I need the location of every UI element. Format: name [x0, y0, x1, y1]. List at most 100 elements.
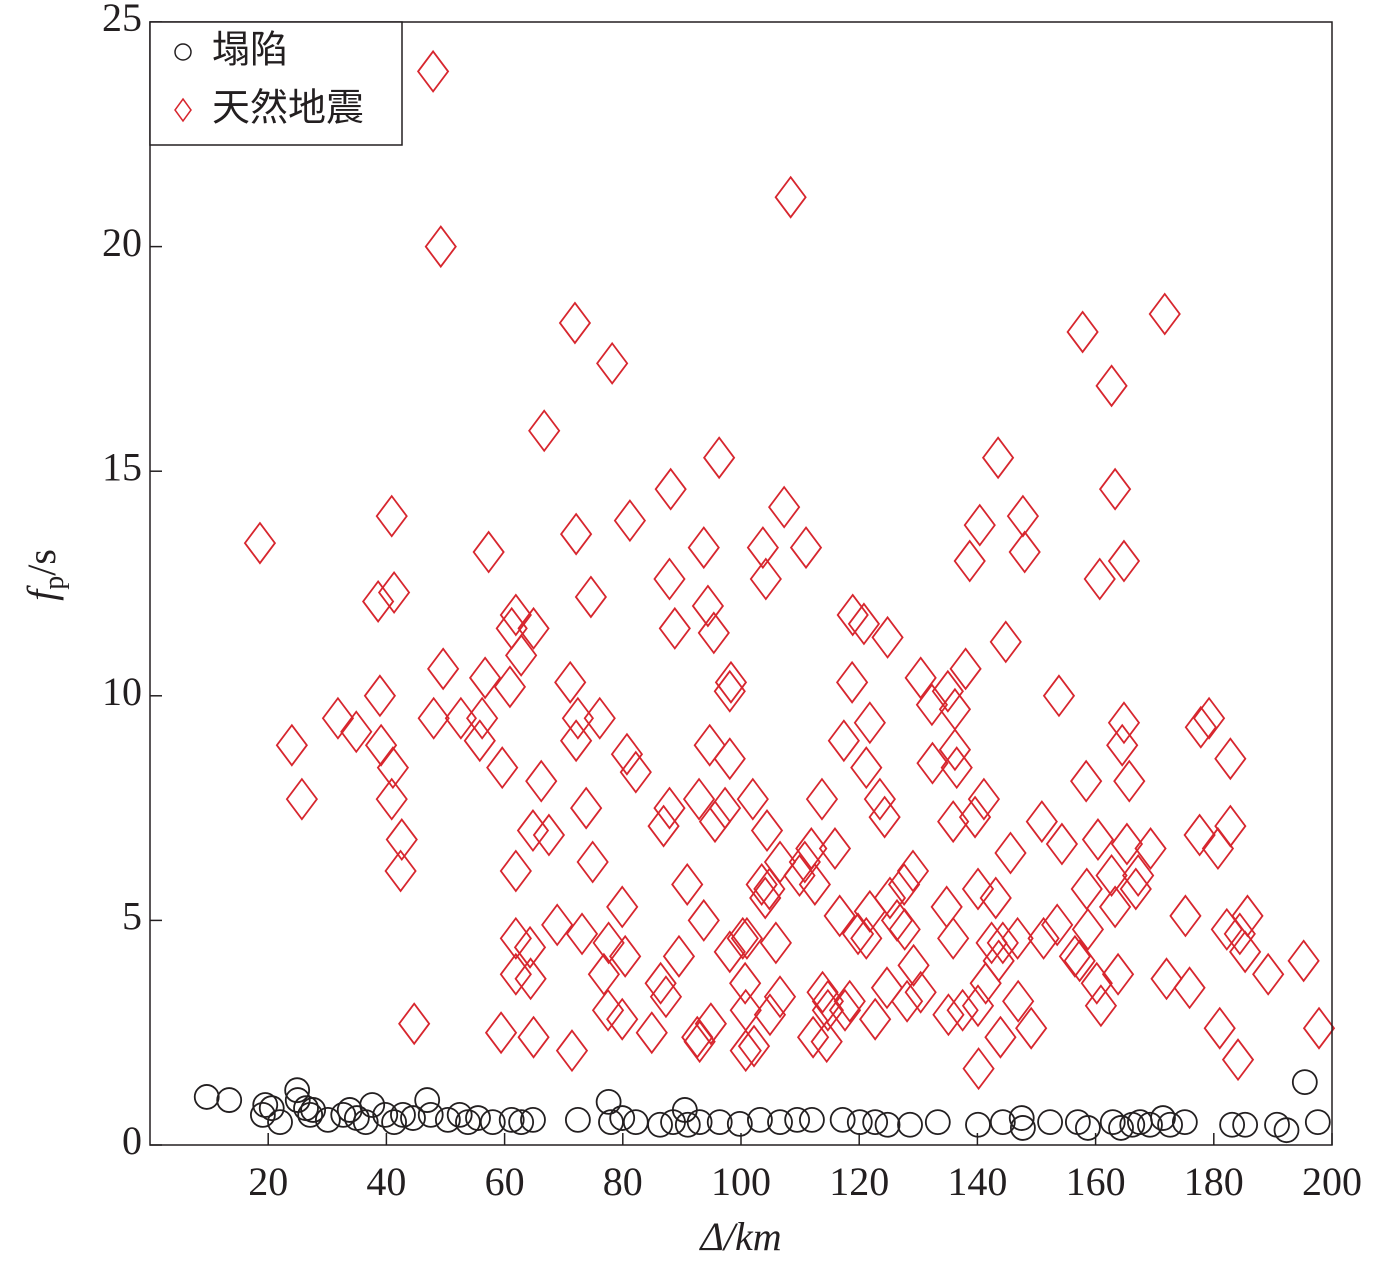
diamond-marker: [969, 961, 1002, 1005]
diamond-marker: [1110, 822, 1144, 866]
diamond-marker: [468, 656, 502, 700]
diamond-marker: [1106, 723, 1139, 767]
diamond-marker: [1122, 853, 1155, 897]
diamond-marker: [1287, 939, 1320, 983]
y-tick-label: 25: [102, 0, 142, 40]
diamond-marker: [340, 710, 373, 754]
diamond-marker: [662, 934, 696, 978]
diamond-marker: [516, 809, 550, 853]
diamond-marker: [994, 831, 1027, 875]
diamond-marker: [1006, 494, 1040, 538]
diamond-marker: [1027, 916, 1060, 960]
diamond-marker: [1015, 1006, 1048, 1050]
diamond-marker: [609, 934, 642, 978]
diamond-marker: [683, 1020, 716, 1064]
diamond-marker: [484, 1011, 518, 1055]
diamond-marker: [859, 997, 892, 1041]
circle-marker: [1219, 1111, 1246, 1138]
circle-marker: [799, 1106, 825, 1133]
diamond-marker: [806, 970, 839, 1014]
diamond-marker: [841, 912, 875, 956]
circle-marker: [414, 1087, 441, 1113]
circle-marker: [336, 1097, 363, 1123]
diamond-marker: [958, 795, 992, 839]
diamond-marker: [810, 1020, 843, 1064]
diamond-marker: [525, 759, 558, 803]
diamond-marker: [759, 921, 792, 965]
diamond-marker: [1252, 952, 1285, 996]
diamond-marker: [811, 979, 845, 1023]
diamond-marker: [486, 746, 519, 790]
diamond-marker: [753, 867, 786, 911]
circle-marker: [381, 1109, 407, 1135]
diamond-marker: [763, 975, 797, 1019]
circle-marker: [784, 1106, 811, 1133]
diamond-marker: [613, 499, 647, 543]
diamond-marker: [635, 1011, 668, 1055]
diamond-marker: [532, 813, 566, 857]
diamond-marker: [823, 894, 856, 938]
diamond-marker: [499, 952, 532, 996]
x-tick-label: 80: [603, 1159, 643, 1204]
diamond-marker: [828, 988, 862, 1032]
diamond-marker: [887, 862, 921, 906]
diamond-marker: [654, 467, 687, 511]
diamond-marker: [708, 786, 742, 830]
diamond-marker: [364, 723, 398, 767]
diamond-marker: [836, 593, 869, 637]
diamond-marker: [576, 840, 609, 884]
diamond-marker: [558, 301, 592, 345]
diamond-marker: [1080, 961, 1113, 1005]
diamond-marker: [827, 719, 860, 763]
diamond-marker: [570, 786, 603, 830]
diamond-marker: [691, 584, 725, 628]
diamond-marker: [574, 575, 608, 619]
diamond-marker: [243, 521, 277, 565]
diamond-marker: [873, 876, 907, 920]
diamond-marker: [591, 988, 625, 1032]
circle-marker: [446, 1102, 473, 1128]
circle-marker: [314, 1106, 341, 1133]
diamond-marker: [376, 746, 410, 790]
x-axis-label: Δ/km: [698, 1214, 781, 1259]
diamond-marker: [949, 647, 982, 691]
diamond-marker: [1228, 930, 1262, 974]
diamond-marker: [606, 997, 639, 1041]
diamond-marker: [1221, 1038, 1255, 1082]
y-label-sub: p: [39, 576, 70, 590]
diamond-marker: [1071, 907, 1105, 951]
diamond-marker: [805, 777, 839, 821]
circle-marker: [352, 1109, 379, 1135]
circle-marker: [829, 1106, 856, 1133]
diamond-marker: [1063, 939, 1096, 983]
y-label-unit: /s: [19, 549, 64, 576]
circle-marker: [372, 1102, 399, 1128]
diamond-marker: [967, 777, 1001, 821]
diamond-marker: [610, 732, 644, 776]
circle-marker: [965, 1111, 991, 1138]
diamond-marker: [653, 786, 686, 830]
diamond-marker: [417, 696, 450, 740]
diamond-marker: [798, 862, 831, 906]
diamond-marker: [984, 1015, 1017, 1059]
diamond-marker: [1095, 853, 1128, 897]
diamond-marker: [713, 737, 746, 781]
diamond-marker: [658, 606, 691, 650]
circle-marker: [390, 1102, 416, 1128]
circle-marker: [249, 1102, 276, 1128]
circle-marker: [479, 1109, 506, 1135]
diamond-marker: [1201, 827, 1235, 871]
diamond-marker: [1210, 907, 1243, 951]
diamond-marker: [915, 683, 949, 727]
diamond-marker: [1098, 467, 1132, 511]
diamond-marker: [788, 840, 821, 884]
circle-marker: [1099, 1109, 1126, 1135]
diamond-marker: [463, 719, 496, 763]
diamond-marker: [362, 579, 395, 623]
diamond-marker: [1184, 705, 1217, 749]
diamond-marker: [377, 570, 411, 614]
diamond-marker: [888, 907, 921, 951]
diamond-marker: [961, 984, 995, 1028]
circle-marker: [726, 1110, 753, 1137]
diamond-marker: [559, 719, 593, 763]
